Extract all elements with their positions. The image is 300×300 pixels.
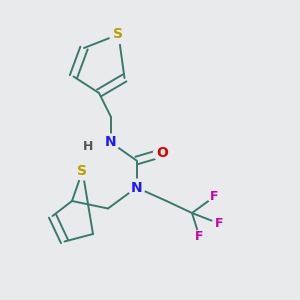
Text: S: S — [113, 28, 124, 41]
Circle shape — [154, 145, 170, 161]
Circle shape — [128, 179, 145, 196]
Text: F: F — [215, 217, 223, 230]
Text: N: N — [105, 136, 117, 149]
Text: S: S — [77, 164, 88, 178]
Circle shape — [212, 217, 226, 230]
Text: O: O — [156, 146, 168, 160]
Text: H: H — [83, 140, 94, 154]
Text: F: F — [195, 230, 204, 244]
Text: F: F — [210, 190, 219, 203]
Circle shape — [110, 26, 128, 44]
Text: N: N — [131, 181, 142, 194]
Circle shape — [193, 230, 206, 244]
Circle shape — [208, 190, 221, 203]
Circle shape — [103, 134, 119, 151]
Circle shape — [82, 140, 95, 154]
Circle shape — [74, 162, 92, 180]
